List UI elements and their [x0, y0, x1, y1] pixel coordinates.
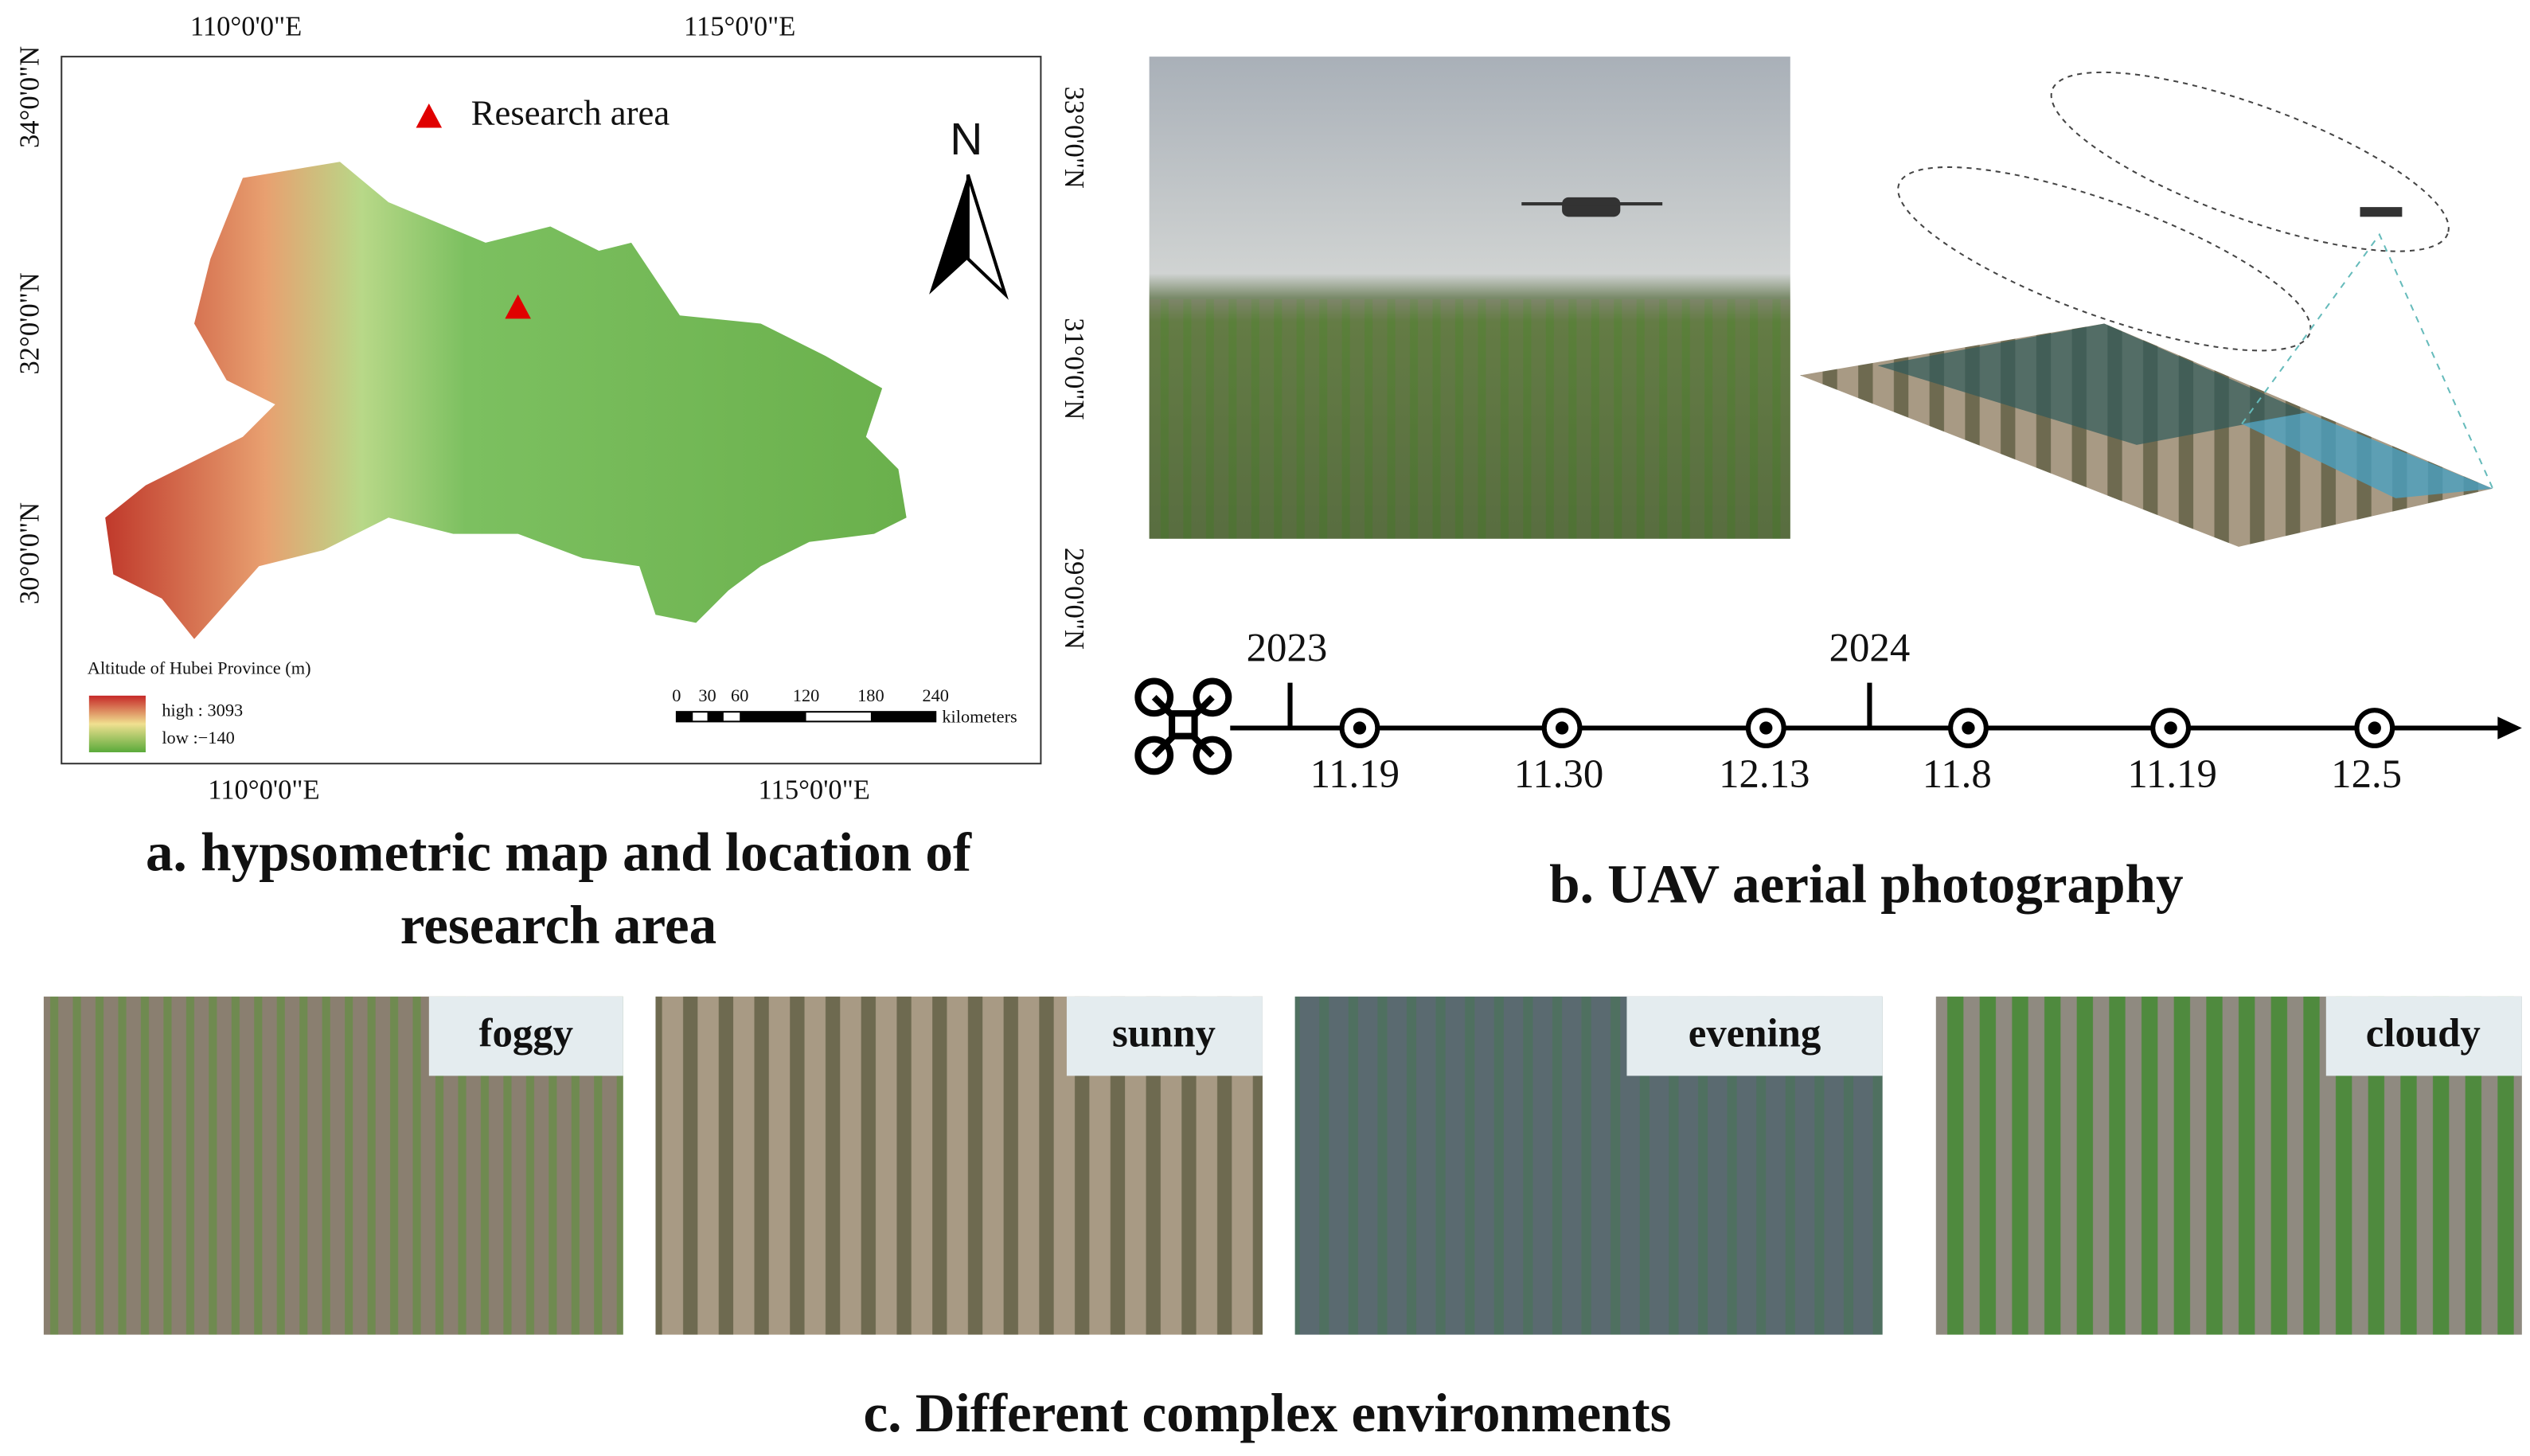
tick-label: 115°0'0"E [759, 775, 870, 806]
scale-tick: 0 [672, 685, 681, 705]
tick-label: 110°0'0"E [208, 775, 319, 806]
caption-box: a. hypsometric map and location of resea… [145, 823, 971, 957]
date-label: 11.19 [1310, 751, 1400, 796]
drone [2360, 207, 2403, 217]
drone [1521, 197, 1663, 217]
date-marker-dot [1353, 721, 2381, 735]
field-photo [1149, 299, 1790, 539]
tick-label: 33°0'0"N [1059, 87, 1089, 189]
scale-tick: 240 [922, 685, 949, 705]
tick-label: 31°0'0"N [1059, 318, 1089, 420]
date-label: 12.5 [2331, 751, 2402, 796]
label-box [428, 996, 623, 1076]
tick-label: 110°0'0"E [190, 12, 302, 42]
caption: c. Different complex environments [864, 1382, 1672, 1443]
north-label: N [950, 114, 982, 165]
year-label: 2023 [1247, 626, 1328, 670]
tick-label: 29°0'0"N [1059, 548, 1089, 650]
year-label: 2024 [1829, 626, 1911, 670]
label-box [2325, 996, 2522, 1076]
date-label: 11.19 [2127, 751, 2216, 796]
label-box [1066, 996, 1263, 1076]
scale-bar [707, 712, 724, 722]
legend-low: low :−140 [162, 728, 235, 748]
date-label: 11.8 [1923, 751, 1992, 796]
date-label: 11.30 [1514, 751, 1603, 796]
label-box [1626, 996, 1883, 1076]
north-arrow [966, 174, 1009, 300]
research-site [505, 294, 531, 319]
legend-ramp [88, 695, 146, 752]
legend-label: Research area [471, 93, 670, 133]
date-label: 12.13 [1719, 751, 1810, 796]
camera-view [2241, 232, 2494, 490]
field-mosaic [2242, 412, 2493, 498]
tick-label: 115°0'0"E [684, 12, 795, 42]
env-label: sunny [1112, 1010, 1216, 1055]
tick-label: 32°0'0"N [15, 272, 45, 374]
scale-bar [740, 712, 806, 722]
scale-bar [676, 712, 693, 722]
scale-tick: 60 [731, 685, 748, 705]
flight-path [2050, 71, 2450, 252]
caption: b. UAV aerial photography [1549, 853, 2183, 915]
scale-tick: 180 [857, 685, 884, 705]
scale-tick: 30 [698, 685, 716, 705]
env-label: cloudy [2366, 1010, 2481, 1055]
caption: a. hypsometric map and location of resea… [145, 823, 971, 957]
env-label: foggy [479, 1010, 574, 1055]
field-mosaic [1877, 323, 2307, 445]
env-label: evening [1689, 1010, 1821, 1055]
legend-marker [416, 103, 443, 128]
tick-label: 34°0'0"N [15, 46, 45, 148]
legend-title: Altitude of Hubei Province (m) [88, 658, 311, 677]
scale-bar [870, 712, 936, 722]
tick-label: 30°0'0"N [15, 502, 45, 604]
scale-unit: kilometers [942, 706, 1017, 726]
legend-high: high : 3093 [162, 700, 243, 720]
drone-icon [1134, 677, 1232, 775]
scale-tick: 120 [793, 685, 820, 705]
hubei-map [105, 162, 907, 639]
timeline-arrow [2497, 716, 2522, 740]
